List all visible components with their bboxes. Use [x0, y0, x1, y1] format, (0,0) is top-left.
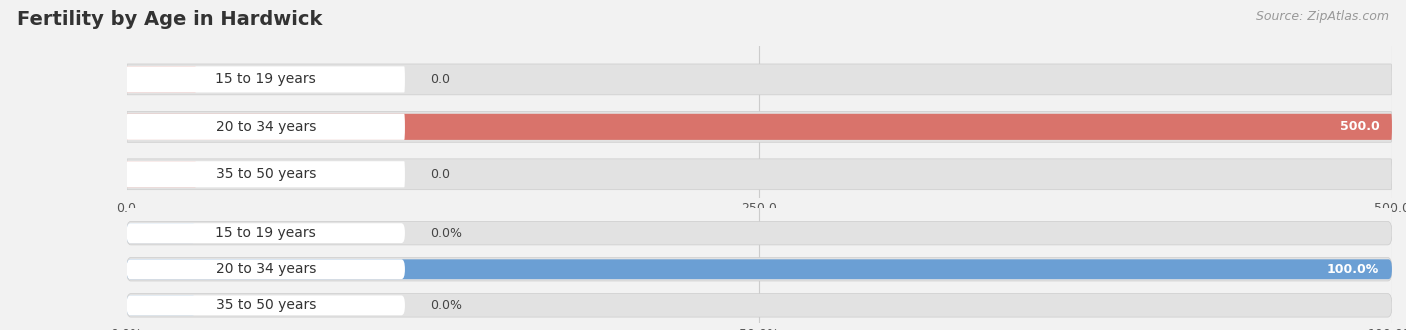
FancyBboxPatch shape [127, 294, 1392, 317]
FancyBboxPatch shape [127, 259, 405, 279]
FancyBboxPatch shape [127, 223, 405, 243]
Text: 20 to 34 years: 20 to 34 years [215, 120, 316, 134]
FancyBboxPatch shape [127, 221, 1392, 245]
FancyBboxPatch shape [127, 295, 405, 315]
Text: 35 to 50 years: 35 to 50 years [215, 298, 316, 313]
FancyBboxPatch shape [127, 257, 1392, 281]
FancyBboxPatch shape [127, 114, 1392, 140]
FancyBboxPatch shape [127, 66, 197, 92]
FancyBboxPatch shape [127, 114, 405, 140]
Text: 15 to 19 years: 15 to 19 years [215, 226, 316, 240]
FancyBboxPatch shape [127, 159, 1392, 190]
FancyBboxPatch shape [127, 66, 405, 92]
Text: Fertility by Age in Hardwick: Fertility by Age in Hardwick [17, 10, 322, 29]
FancyBboxPatch shape [127, 161, 405, 187]
Text: 100.0%: 100.0% [1327, 263, 1379, 276]
FancyBboxPatch shape [127, 161, 197, 187]
Text: 500.0: 500.0 [1340, 120, 1379, 133]
Text: 0.0: 0.0 [430, 73, 450, 86]
Text: Source: ZipAtlas.com: Source: ZipAtlas.com [1256, 10, 1389, 23]
FancyBboxPatch shape [127, 112, 1392, 142]
Text: 35 to 50 years: 35 to 50 years [215, 167, 316, 181]
FancyBboxPatch shape [127, 64, 1392, 95]
FancyBboxPatch shape [127, 259, 1392, 279]
Text: 0.0: 0.0 [430, 168, 450, 181]
Text: 0.0%: 0.0% [430, 299, 463, 312]
Text: 20 to 34 years: 20 to 34 years [215, 262, 316, 276]
FancyBboxPatch shape [127, 223, 197, 243]
Text: 0.0%: 0.0% [430, 227, 463, 240]
Text: 15 to 19 years: 15 to 19 years [215, 72, 316, 86]
FancyBboxPatch shape [127, 295, 197, 315]
